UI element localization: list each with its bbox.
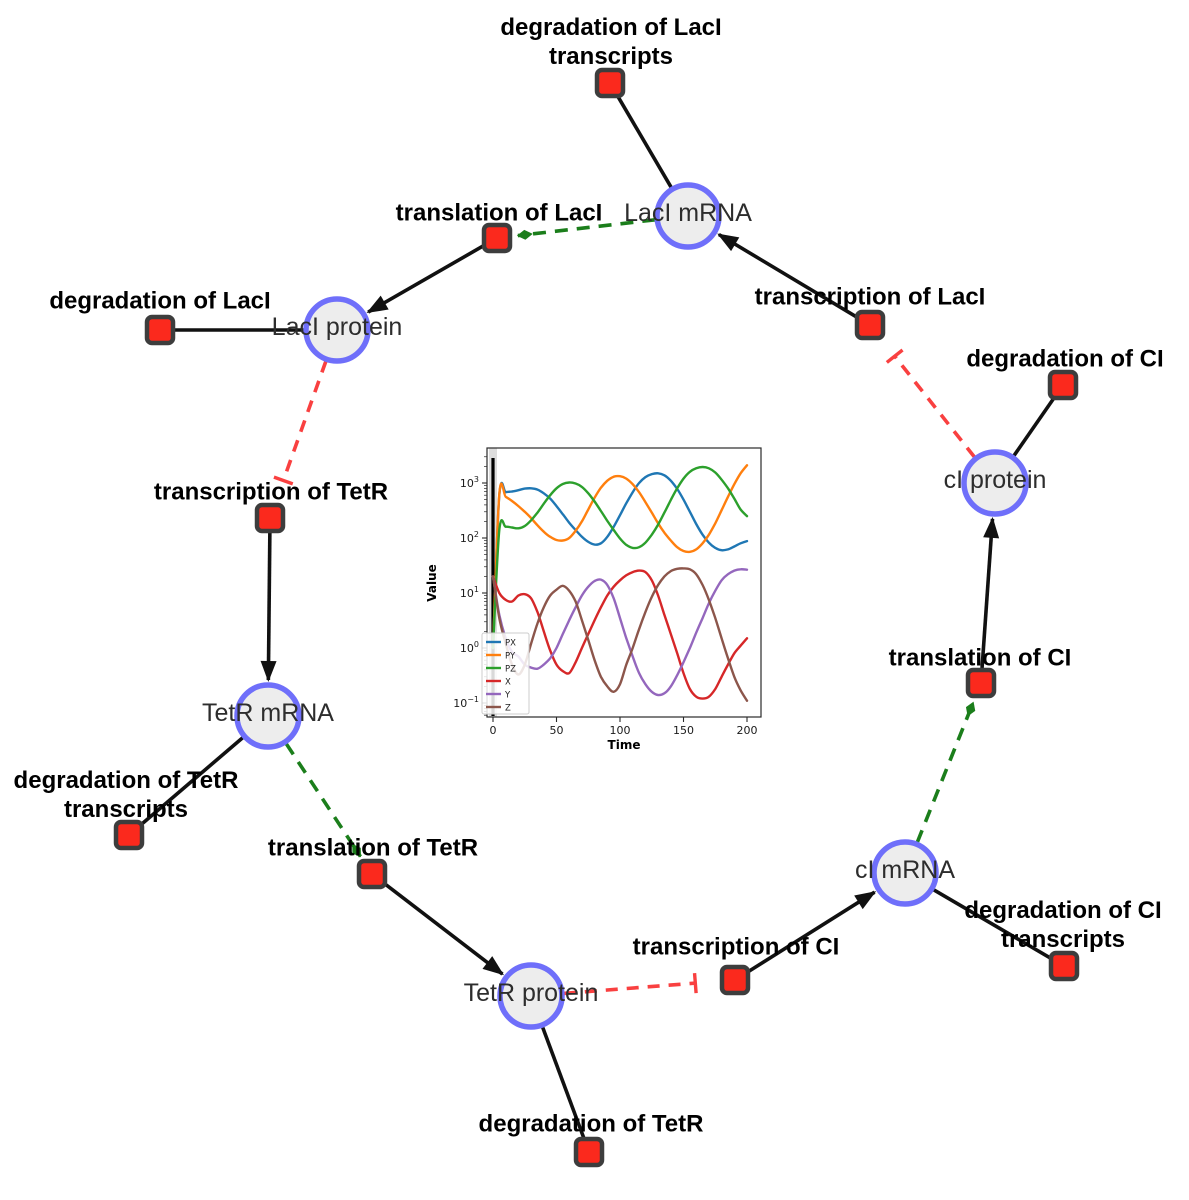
- species-node-tetr-protein[interactable]: [497, 962, 565, 1030]
- reaction-node-transcr-laci[interactable]: [854, 309, 886, 341]
- legend-label-px: PX: [505, 639, 516, 649]
- x-tick-label: 200: [737, 724, 758, 737]
- reaction-node-deg-ci[interactable]: [1047, 369, 1079, 401]
- legend-label-x: X: [505, 678, 511, 688]
- edge-laci-mrna-deg-laci-tr: [615, 94, 673, 189]
- reaction-node-deg-laci[interactable]: [144, 314, 176, 346]
- series-y-line: [491, 568, 749, 697]
- edge-transcr-ci-ci-mrna: [746, 890, 877, 974]
- x-axis-label: Time: [608, 738, 641, 752]
- y-tick-label: 10−1: [453, 695, 479, 710]
- edge-transl-laci-laci-protein: [366, 243, 485, 314]
- y-tick-label: 102: [460, 530, 479, 545]
- edge-tetr-protein-deg-tetr: [540, 1026, 586, 1140]
- y-tick-label: 100: [460, 640, 479, 655]
- y-tick-label: 103: [460, 475, 479, 490]
- edge-transl-ci-ci-protein: [980, 516, 1000, 669]
- reaction-label-transcr-ci: transcription of CI: [632, 933, 840, 961]
- species-node-laci-protein[interactable]: [303, 296, 371, 364]
- y-tick-label: 101: [460, 585, 479, 600]
- reaction-node-deg-tetr[interactable]: [573, 1136, 605, 1168]
- reaction-label-transl-tetr: translation of TetR: [267, 834, 479, 862]
- species-label-laci-protein: LacI protein: [271, 313, 403, 341]
- species-node-ci-mrna[interactable]: [871, 839, 939, 907]
- edge-ci-mrna-deg-ci-tr: [932, 888, 1053, 961]
- species-label-ci-protein: cI protein: [943, 466, 1047, 494]
- reaction-node-transl-ci[interactable]: [965, 667, 997, 699]
- series-px-line: [491, 472, 749, 650]
- species-node-tetr-mrna[interactable]: [234, 682, 302, 750]
- legend-label-y: Y: [504, 691, 511, 701]
- legend-label-py: PY: [505, 652, 516, 662]
- legend: PX PY PZ XYZ: [481, 632, 530, 715]
- edge-ci-mrna-transl-ci: [915, 701, 976, 844]
- reaction-label-deg-ci-tr: degradation of CI transcripts: [964, 897, 1162, 953]
- edge-tetr-mrna-transl-tetr: [284, 742, 362, 858]
- reaction-label-transl-ci: translation of CI: [888, 644, 1072, 672]
- reaction-label-deg-laci: degradation of LacI: [49, 287, 271, 315]
- species-node-ci-protein[interactable]: [961, 449, 1029, 517]
- reaction-label-deg-ci: degradation of CI: [966, 345, 1164, 373]
- legend-label-z: Z: [505, 704, 511, 714]
- x-tick-label: 50: [550, 724, 564, 737]
- legend-label-pz: PZ: [505, 665, 516, 675]
- edge-ci-protein-transcr-laci: [885, 348, 976, 459]
- reaction-node-transl-laci[interactable]: [481, 222, 513, 254]
- reaction-label-deg-tetr: degradation of TetR: [478, 1110, 704, 1138]
- edge-tetr-mrna-deg-tetr-tr: [138, 736, 245, 828]
- edge-tetr-protein-transcr-ci: [563, 973, 698, 996]
- plot-border: [486, 447, 762, 718]
- edge-laci-mrna-transl-laci: [516, 217, 656, 240]
- series-z-line: [491, 567, 749, 702]
- reaction-label-deg-tetr-tr: degradation of TetR transcripts: [13, 767, 239, 823]
- edge-transcr-laci-laci-mrna: [717, 232, 859, 319]
- species-label-ci-mrna: cI mRNA: [855, 856, 955, 884]
- x-tick-label: 100: [610, 724, 631, 737]
- series-pz-line: [491, 465, 749, 650]
- edge-transcr-tetr-tetr-mrna: [260, 532, 277, 683]
- species-label-tetr-protein: TetR protein: [463, 979, 599, 1007]
- reaction-label-deg-laci-tr: degradation of LacI transcripts: [500, 14, 722, 70]
- x-tick-label: 150: [673, 724, 694, 737]
- reaction-label-transcr-tetr: transcription of TetR: [153, 478, 389, 506]
- x-tick-label: 0: [490, 724, 497, 737]
- reaction-node-deg-laci-tr[interactable]: [594, 67, 626, 99]
- edge-ci-protein-deg-ci: [1012, 395, 1057, 457]
- species-label-laci-mrna: LacI mRNA: [624, 199, 752, 227]
- edge-laci-protein-transcr-tetr: [273, 360, 328, 486]
- reaction-node-deg-tetr-tr[interactable]: [113, 819, 145, 851]
- species-label-tetr-mrna: TetR mRNA: [202, 699, 334, 727]
- reaction-node-deg-ci-tr[interactable]: [1048, 950, 1080, 982]
- y-axis-label: Value: [425, 564, 439, 602]
- reaction-label-transl-laci: translation of LacI: [395, 199, 603, 227]
- edge-transl-tetr-tetr-protein: [382, 881, 505, 976]
- series-x-line: [491, 569, 749, 700]
- reaction-node-transl-tetr[interactable]: [356, 858, 388, 890]
- reaction-node-transcr-ci[interactable]: [719, 964, 751, 996]
- reaction-node-transcr-tetr[interactable]: [254, 502, 286, 534]
- species-node-laci-mrna[interactable]: [654, 182, 722, 250]
- reaction-label-transcr-laci: transcription of LacI: [754, 283, 986, 311]
